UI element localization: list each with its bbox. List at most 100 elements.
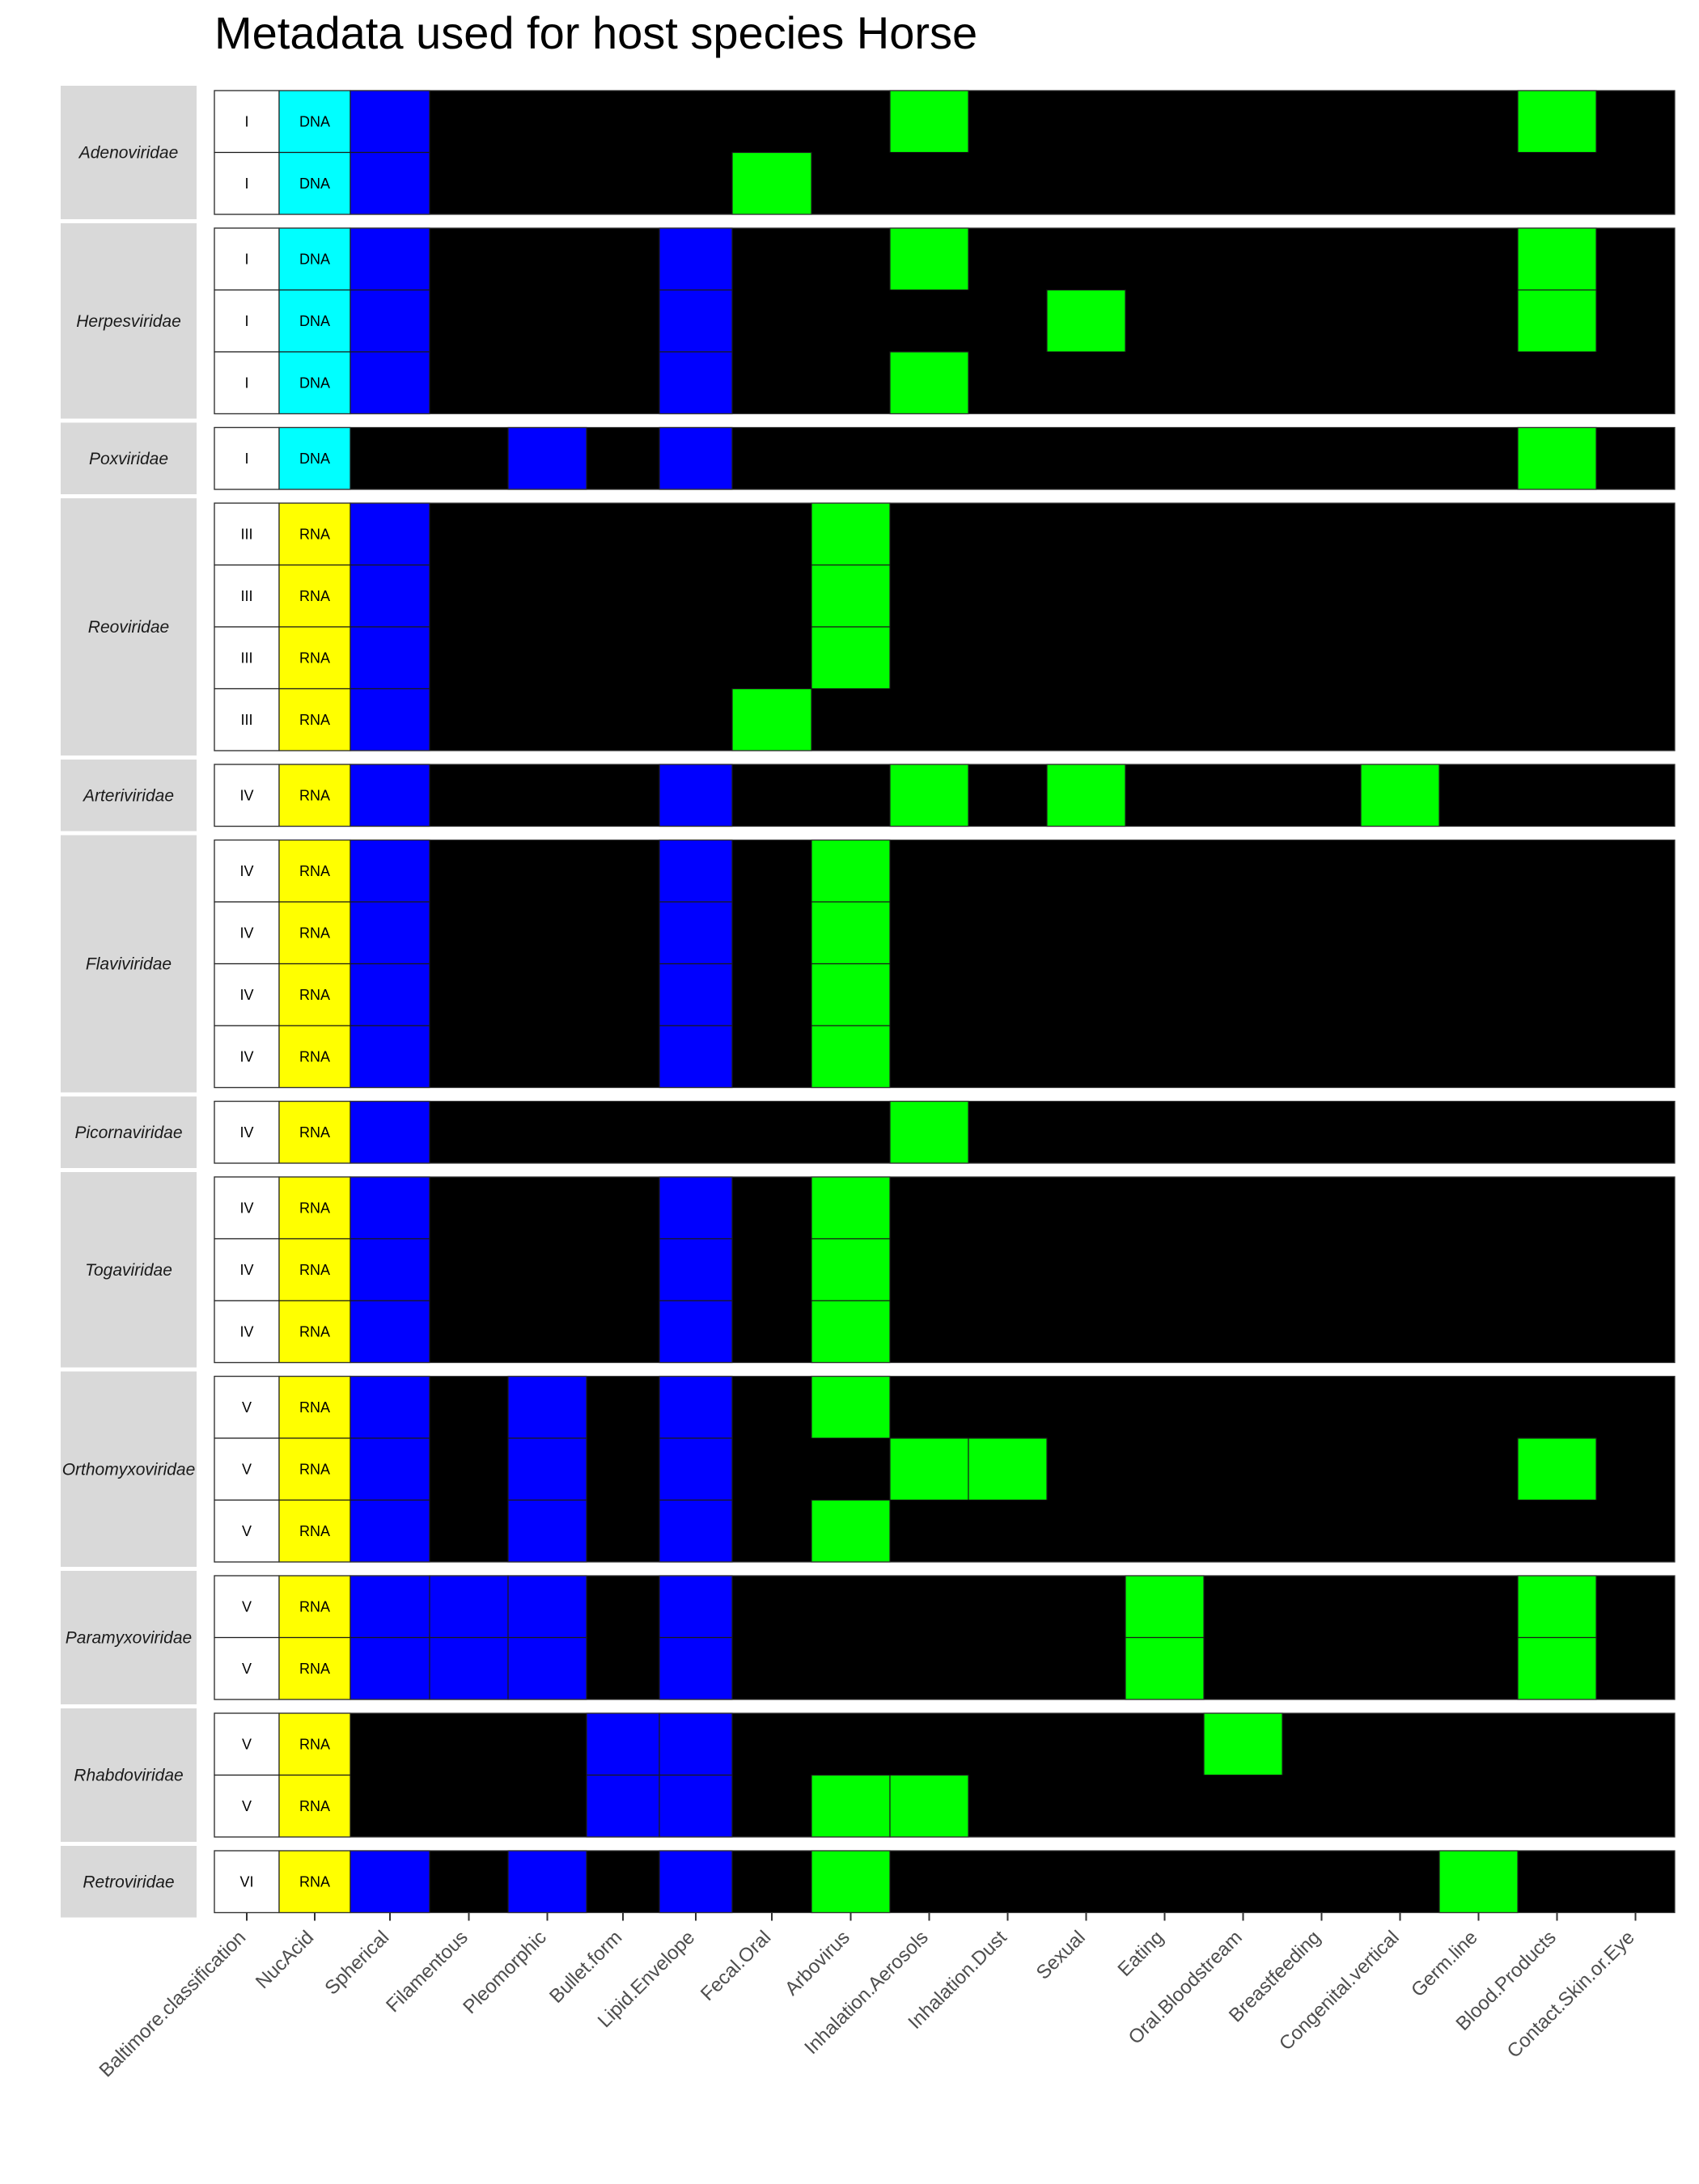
x-tick-label: Fecal.Oral: [697, 1927, 775, 2005]
morphology-cell: [350, 1300, 430, 1364]
nucacid-cell: [278, 1712, 351, 1776]
facet-label: Flaviviridae: [86, 955, 172, 974]
nucacid-cell: [278, 502, 351, 566]
baltimore-label: IV: [239, 787, 253, 803]
facet-strip: [61, 86, 197, 219]
panel-border: [214, 502, 1676, 751]
absent-row-background: [350, 902, 1675, 964]
baltimore-label: I: [244, 113, 248, 129]
nucacid-label: RNA: [299, 1461, 330, 1477]
morphology-cell: [350, 963, 430, 1026]
panel-border: [214, 764, 1676, 827]
transmission-cell: [889, 227, 969, 291]
baltimore-label: IV: [239, 1124, 253, 1141]
morphology-cell: [350, 227, 430, 291]
transmission-cell: [811, 963, 891, 1026]
transmission-cell: [811, 1238, 891, 1302]
baltimore-label: V: [242, 1798, 252, 1814]
nucacid-cell: [278, 1300, 351, 1364]
facet-strip: [61, 1571, 197, 1704]
transmission-cell: [1046, 289, 1126, 353]
nucacid-cell: [278, 1437, 351, 1501]
transmission-cell: [811, 502, 891, 566]
transmission-cell: [811, 564, 891, 628]
morphology-cell: [350, 764, 430, 827]
morphology-cell: [350, 289, 430, 353]
absent-row-background: [350, 963, 1675, 1026]
morphology-cell: [659, 963, 733, 1026]
morphology-cell: [350, 1850, 430, 1914]
panel-border: [214, 839, 1676, 1089]
transmission-cell: [811, 839, 891, 903]
morphology-cell: [350, 1636, 430, 1700]
nucacid-label: RNA: [299, 1873, 330, 1890]
absent-row-background: [350, 1177, 1675, 1239]
panel-border: [214, 1176, 1676, 1364]
facet-label: Adenoviridae: [78, 144, 179, 163]
baltimore-cell: [214, 289, 280, 353]
baltimore-cell: [214, 963, 280, 1026]
x-tick-label: Arbovirus: [781, 1927, 854, 2000]
facet-strip: [61, 1096, 197, 1168]
morphology-cell: [659, 1499, 733, 1563]
transmission-cell: [1517, 90, 1597, 154]
nucacid-label: DNA: [299, 176, 330, 192]
morphology-cell: [659, 839, 733, 903]
absent-row-background: [350, 840, 1675, 902]
transmission-cell: [889, 1437, 969, 1501]
baltimore-label: I: [244, 176, 248, 192]
morphology-cell: [350, 901, 430, 965]
facet-label: Rhabdoviridae: [74, 1767, 183, 1785]
transmission-cell: [731, 151, 812, 215]
baltimore-cell: [214, 1712, 280, 1776]
morphology-cell: [350, 1437, 430, 1501]
facet-label: Poxviridae: [89, 450, 168, 468]
x-tick-label: NucAcid: [252, 1927, 318, 1993]
morphology-cell: [350, 90, 430, 154]
baltimore-label: V: [242, 1399, 252, 1416]
transmission-cell: [1517, 289, 1597, 353]
baltimore-label: III: [240, 588, 252, 604]
x-tick-label: Spherical: [320, 1927, 393, 2000]
nucacid-cell: [278, 963, 351, 1026]
x-tick-label: Sexual: [1032, 1927, 1090, 1984]
nucacid-cell: [278, 564, 351, 628]
x-tick-label: Contact.Skin.or.Eye: [1503, 1927, 1639, 2063]
morphology-cell: [659, 1375, 733, 1439]
morphology-cell: [350, 502, 430, 566]
baltimore-label: I: [244, 375, 248, 391]
nucacid-cell: [278, 688, 351, 751]
transmission-cell: [811, 1375, 891, 1439]
morphology-cell: [659, 1636, 733, 1700]
nucacid-label: RNA: [299, 1598, 330, 1615]
baltimore-label: IV: [239, 1323, 253, 1340]
morphology-cell: [350, 626, 430, 690]
nucacid-label: RNA: [299, 1736, 330, 1752]
absent-row-background: [350, 228, 1675, 290]
transmission-cell: [1046, 764, 1126, 827]
baltimore-label: IV: [239, 1200, 253, 1216]
transmission-cell: [889, 764, 969, 827]
morphology-cell: [586, 1774, 660, 1838]
absent-row-background: [350, 152, 1675, 214]
morphology-cell: [507, 1636, 587, 1700]
nucacid-cell: [278, 1375, 351, 1439]
panel-border: [214, 426, 1676, 490]
nucacid-label: RNA: [299, 1048, 330, 1064]
baltimore-label: V: [242, 1598, 252, 1615]
transmission-cell: [1517, 1437, 1597, 1501]
nucacid-cell: [278, 1499, 351, 1563]
morphology-cell: [507, 426, 587, 490]
baltimore-label: IV: [239, 987, 253, 1003]
absent-row-background: [350, 764, 1675, 827]
baltimore-label: IV: [239, 1048, 253, 1064]
nucacid-label: RNA: [299, 1399, 330, 1416]
nucacid-cell: [278, 227, 351, 291]
baltimore-label: IV: [239, 863, 253, 879]
transmission-cell: [731, 688, 812, 751]
facet-label: Retroviridae: [83, 1873, 174, 1891]
transmission-cell: [968, 1437, 1048, 1501]
facet-strip: [61, 1371, 197, 1567]
x-tick-label: Eating: [1114, 1927, 1168, 1981]
baltimore-cell: [214, 351, 280, 415]
